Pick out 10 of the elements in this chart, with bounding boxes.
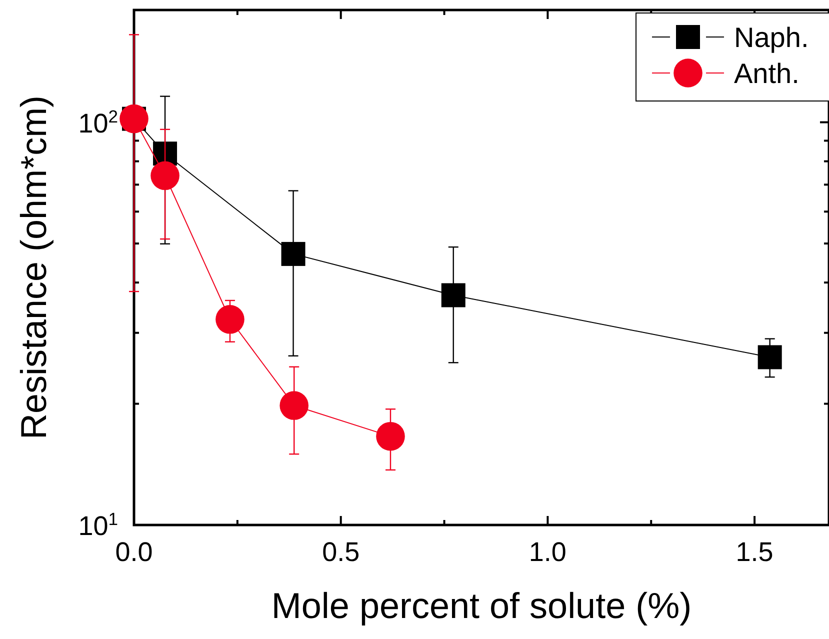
x-tick-label: 0.0 [115,537,153,567]
legend-label: Naph. [734,22,809,53]
y-axis-title: Resistance (ohm*cm) [13,95,54,440]
x-tick-label: 1.0 [528,537,566,567]
y-tick-label: 10$^{2}$ [78,106,118,138]
x-tick-label: 1.5 [736,537,774,567]
x-tick-label: 0.5 [322,537,360,567]
y-tick-label: 10$^{1}$ [78,509,118,541]
legend-label: Anth. [734,58,800,89]
x-axis-title: Mole percent of solute (%) [271,585,692,626]
